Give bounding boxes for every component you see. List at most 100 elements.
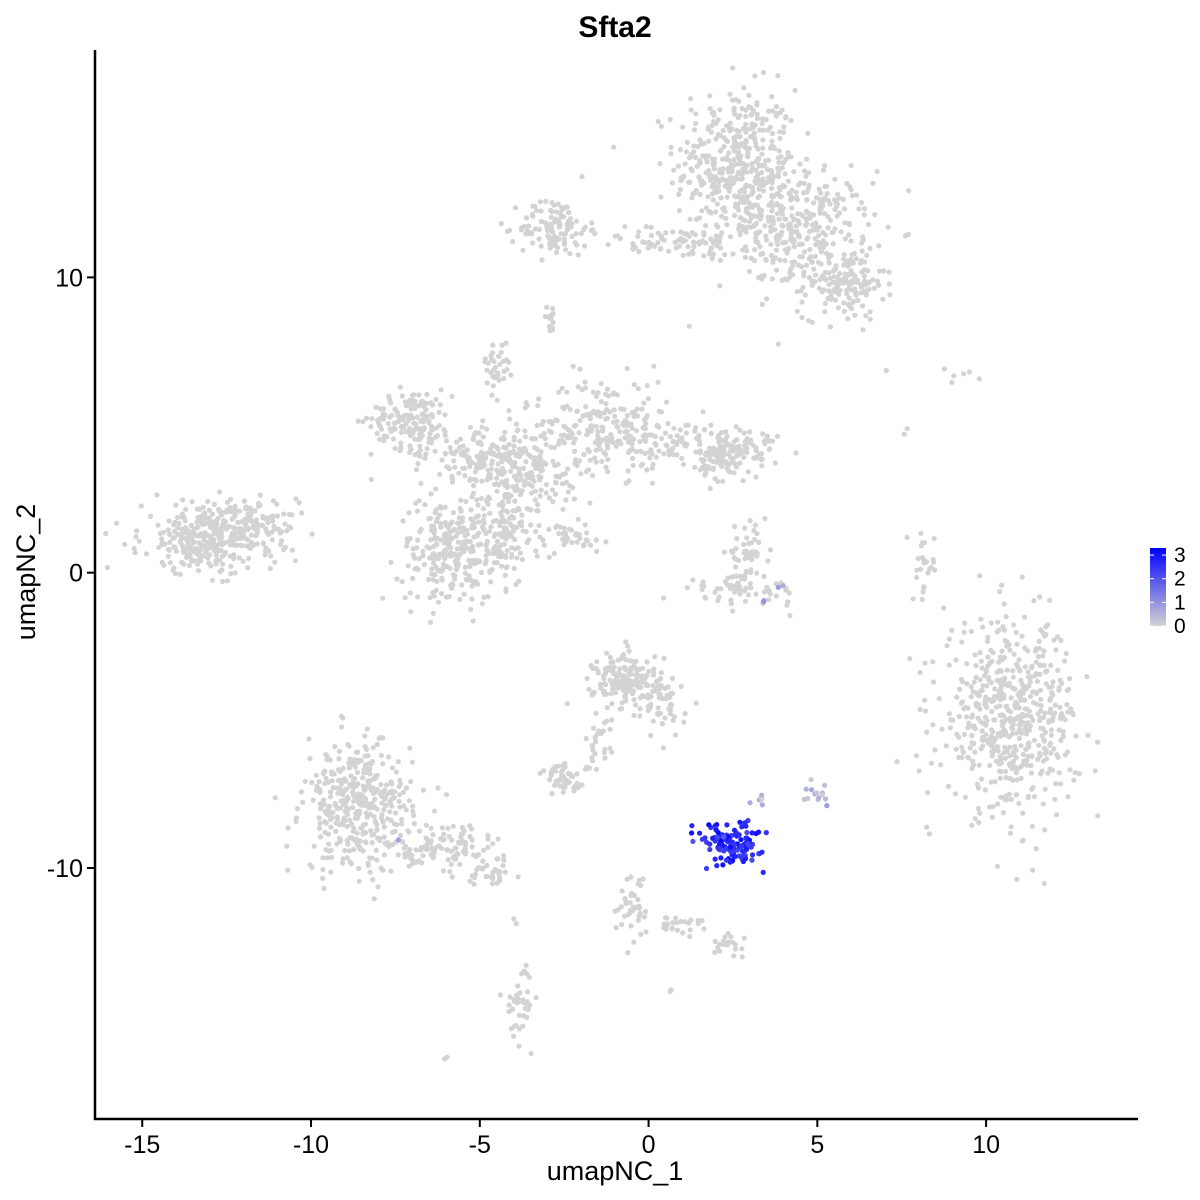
- data-point: [357, 796, 363, 803]
- data-point: [668, 691, 674, 697]
- data-point: [371, 831, 377, 838]
- data-point: [418, 526, 424, 532]
- data-point: [535, 501, 541, 508]
- data-point: [507, 416, 513, 422]
- data-point: [404, 412, 410, 418]
- data-point: [748, 540, 754, 546]
- data-point: [335, 785, 341, 791]
- data-point: [470, 518, 476, 524]
- data-point: [603, 464, 609, 470]
- data-point: [546, 428, 553, 434]
- data-point: [379, 789, 385, 795]
- data-point: [148, 513, 154, 520]
- data-point: [754, 570, 760, 576]
- data-point: [712, 448, 718, 454]
- data-point: [436, 409, 442, 415]
- data-point: [407, 745, 413, 751]
- data-point: [412, 452, 418, 458]
- data-point: [402, 854, 408, 860]
- data-point: [495, 868, 501, 874]
- data-point: [422, 455, 428, 461]
- legend-tick-label: 1: [1174, 591, 1186, 614]
- data-point: [669, 926, 675, 932]
- data-point: [725, 939, 732, 945]
- data-point: [564, 403, 570, 409]
- data-point: [526, 974, 533, 980]
- data-point: [710, 835, 716, 841]
- data-point: [425, 837, 431, 843]
- data-point: [1022, 726, 1028, 732]
- data-point: [681, 719, 687, 725]
- data-point: [760, 127, 766, 133]
- data-point: [707, 841, 713, 847]
- data-point: [133, 534, 139, 540]
- data-point: [448, 861, 454, 868]
- data-point: [513, 421, 520, 427]
- data-point: [726, 150, 732, 156]
- data-point: [721, 834, 727, 840]
- data-point: [834, 213, 840, 219]
- data-point: [737, 427, 743, 433]
- data-point: [398, 832, 404, 839]
- data-point: [959, 639, 965, 645]
- data-point: [773, 247, 780, 253]
- data-point: [272, 559, 278, 565]
- data-point: [810, 227, 816, 233]
- data-point: [537, 770, 543, 776]
- data-point: [712, 938, 718, 945]
- data-point: [1037, 594, 1043, 600]
- data-point: [824, 803, 830, 809]
- data-point: [450, 510, 457, 516]
- data-point: [322, 819, 328, 825]
- data-point: [526, 481, 532, 487]
- data-point: [175, 525, 181, 531]
- data-point: [582, 766, 589, 772]
- data-point: [745, 151, 751, 157]
- data-point: [734, 535, 740, 542]
- data-point: [371, 896, 377, 902]
- data-point: [622, 666, 629, 673]
- data-point: [689, 248, 696, 254]
- data-point: [691, 240, 697, 246]
- data-point: [1052, 710, 1058, 716]
- data-point: [630, 455, 636, 462]
- data-point: [1032, 648, 1039, 654]
- data-point: [380, 818, 386, 825]
- data-point: [785, 150, 791, 156]
- data-point: [379, 800, 385, 806]
- data-point: [411, 821, 417, 827]
- data-point: [633, 658, 639, 665]
- data-point: [984, 638, 991, 645]
- data-point: [487, 569, 493, 576]
- data-point: [293, 815, 300, 821]
- data-point: [320, 771, 326, 777]
- data-point: [436, 512, 443, 518]
- data-point: [683, 430, 690, 436]
- data-point: [699, 917, 705, 924]
- data-point: [136, 538, 142, 544]
- data-point: [1038, 627, 1044, 633]
- data-point: [519, 556, 526, 563]
- data-point: [845, 272, 851, 278]
- data-point: [232, 503, 238, 509]
- data-point: [611, 664, 617, 670]
- data-point: [412, 406, 418, 412]
- data-point: [546, 495, 553, 501]
- data-point: [475, 502, 481, 508]
- data-point: [480, 434, 486, 440]
- data-point: [809, 222, 816, 228]
- data-point: [649, 480, 656, 486]
- data-point: [461, 465, 468, 471]
- data-point: [565, 209, 572, 215]
- data-point: [700, 459, 706, 465]
- data-point: [552, 462, 558, 469]
- data-point: [767, 547, 774, 553]
- data-point: [534, 553, 540, 559]
- data-point: [173, 548, 179, 554]
- data-point: [601, 410, 608, 416]
- data-point: [860, 327, 866, 333]
- data-point: [887, 292, 893, 298]
- data-point: [1014, 792, 1020, 798]
- data-point: [612, 233, 618, 239]
- data-point: [244, 543, 250, 549]
